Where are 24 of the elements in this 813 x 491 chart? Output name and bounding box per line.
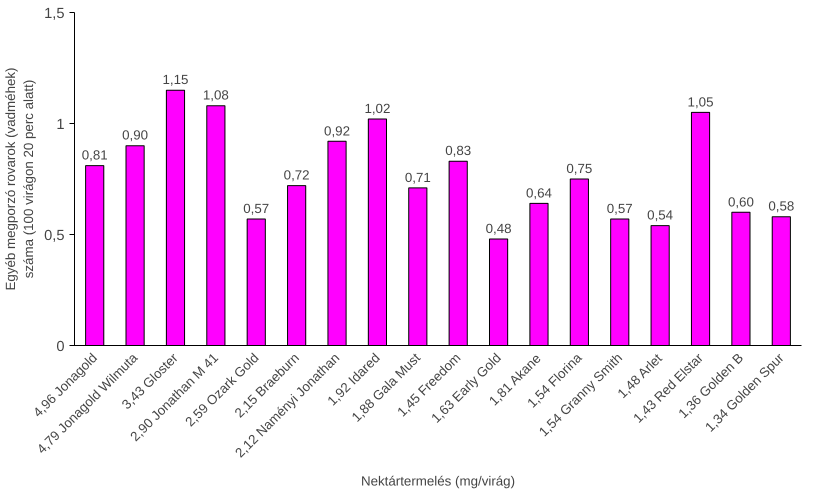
data-label: 0,48: [486, 220, 512, 236]
data-label: 1,05: [688, 94, 714, 110]
data-label: 0,92: [324, 123, 350, 138]
y-axis-title: Egyéb megporzó rovarok (vadméhek) száma (100 virágon 20 perc alatt): [3, 68, 36, 290]
data-label: 0,64: [526, 185, 553, 200]
data-label: 0,75: [566, 161, 592, 176]
x-axis-title: Nektártermelés (mg/virág): [360, 474, 516, 489]
data-label: 0,60: [728, 194, 754, 210]
data-label: 0,57: [243, 200, 270, 216]
data-label: 0,72: [284, 168, 310, 183]
data-label: 0,90: [122, 128, 148, 143]
data-label: 1,08: [202, 88, 229, 103]
data-label: 0,71: [404, 170, 431, 185]
data-label: 0,54: [647, 208, 674, 223]
y-tick-label: 1,5: [44, 6, 64, 22]
data-label: 0,58: [768, 198, 794, 214]
data-label: 1,15: [162, 72, 188, 88]
y-tick-label: 1: [56, 117, 65, 133]
data-label: 0,81: [82, 148, 108, 163]
data-label: 0,57: [606, 200, 633, 216]
data-label: 0,83: [445, 143, 472, 158]
data-label: 1,02: [364, 101, 390, 116]
y-tick-label: 0,5: [44, 228, 64, 244]
y-tick-label: 0: [56, 339, 65, 355]
